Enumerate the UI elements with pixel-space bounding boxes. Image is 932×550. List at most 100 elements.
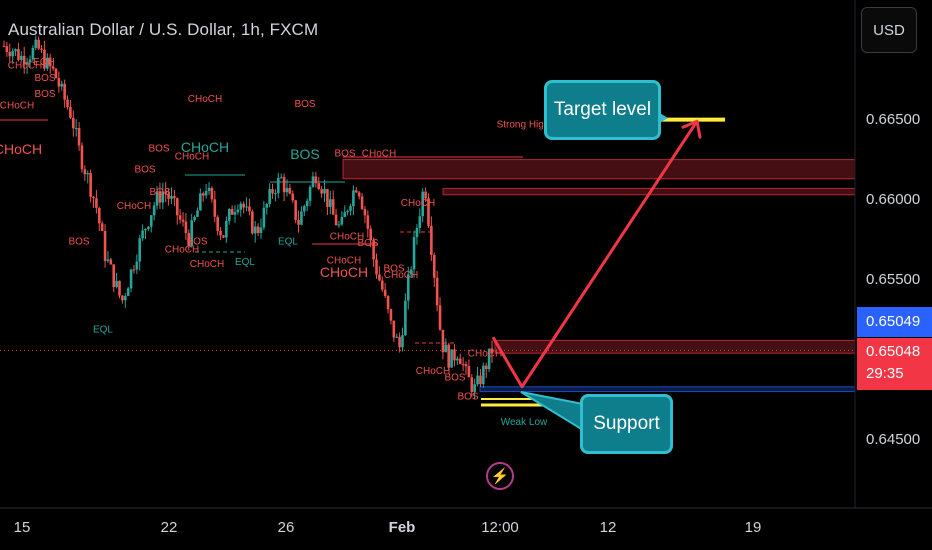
candle-body [277, 177, 280, 194]
structure-label: BOS [290, 146, 320, 162]
candle-body [63, 83, 66, 100]
candle-body [155, 191, 159, 206]
structure-label: CHoCH [0, 100, 34, 111]
candle-body [31, 47, 35, 60]
candle-body [421, 191, 424, 217]
candle-body [311, 176, 315, 187]
structure-label: CHoCH [327, 256, 361, 267]
candle-body [380, 280, 384, 290]
structure-label: BOS [294, 99, 315, 110]
candle-body [340, 216, 344, 225]
candle-body [46, 57, 49, 69]
x-tick-label: 12:00 [481, 519, 519, 536]
candle-body [386, 296, 390, 310]
candle-body [170, 196, 173, 199]
candle-body [337, 224, 341, 226]
candle-body [328, 199, 332, 207]
currency-button[interactable]: USD [861, 7, 917, 53]
candle-body [395, 336, 399, 338]
candle-body [401, 335, 404, 348]
candle-body [74, 128, 78, 130]
candle-body [83, 169, 87, 175]
candle-body [418, 216, 422, 228]
x-tick-label: 12 [600, 519, 617, 536]
candle-body [86, 173, 90, 175]
candle-body [392, 320, 396, 338]
candle-body [109, 259, 113, 265]
x-tick-label: 19 [745, 519, 762, 536]
candle-body [435, 277, 439, 306]
candle-body [135, 261, 139, 270]
candle-body [406, 274, 410, 301]
candle-body [354, 190, 358, 193]
candle-body [164, 191, 168, 194]
candle-body [95, 198, 98, 208]
candle-body [357, 192, 361, 197]
structure-label: Strong High [497, 120, 550, 131]
candle-body [363, 209, 367, 216]
x-tick-label: 22 [161, 519, 178, 536]
candle-body [20, 55, 23, 61]
candle-body [115, 280, 118, 288]
candle-body [427, 198, 430, 226]
candle-body [473, 384, 476, 392]
candle-body [262, 207, 266, 228]
candle-body [106, 259, 110, 261]
candle-body [219, 230, 222, 236]
candle-body [438, 305, 442, 330]
candle-body [210, 187, 214, 200]
candle-body [48, 57, 52, 67]
candle-body [476, 375, 479, 385]
candle-body [349, 206, 352, 211]
candle-body [334, 214, 338, 226]
bid-price-tag: 0.65049 [857, 307, 932, 337]
forecast-arrowhead [681, 119, 702, 139]
candle-body [432, 254, 436, 278]
candle-body [282, 177, 286, 193]
candle-body [173, 196, 176, 199]
candle-body [144, 229, 147, 231]
candle-body [103, 231, 107, 261]
candle-body [72, 117, 75, 129]
structure-label: CHoCH [8, 60, 42, 71]
y-tick-label: 0.65500 [866, 271, 920, 288]
candle-body [265, 203, 269, 208]
structure-label: CHoCH [117, 201, 151, 212]
candle-body [271, 189, 274, 194]
candle-body [409, 269, 413, 275]
candle-body [17, 49, 20, 61]
structure-label: BOS [334, 148, 355, 159]
candle-body [279, 177, 283, 179]
candle-body [294, 200, 297, 220]
candle-body [369, 228, 373, 241]
candle-body [320, 189, 323, 194]
candle-body [216, 216, 219, 231]
structure-label: CHoCH [165, 244, 199, 255]
candle-body [175, 198, 179, 216]
support-callout: Support [580, 394, 673, 454]
candle-body [60, 83, 64, 87]
candle-body [242, 203, 245, 208]
candle-body [126, 288, 130, 296]
candle-body [184, 221, 188, 234]
candle-body [11, 51, 14, 57]
candles [2, 35, 494, 400]
candle-body [40, 48, 43, 50]
candle-body [158, 191, 162, 203]
candle-body [132, 269, 136, 271]
structure-label: EQL [278, 236, 298, 247]
candle-body [251, 211, 254, 234]
candle-body [375, 259, 378, 275]
candle-body [92, 196, 95, 199]
structure-label: BOS [383, 264, 404, 275]
candle-body [196, 210, 199, 217]
candle-body [213, 199, 217, 217]
candle-body [372, 240, 375, 260]
structure-label: BOS [34, 89, 55, 100]
lightning-icon[interactable]: ⚡ [486, 462, 514, 490]
candle-body [69, 107, 72, 118]
candle-body [193, 216, 196, 221]
structure-label: CHoCH [175, 152, 209, 163]
